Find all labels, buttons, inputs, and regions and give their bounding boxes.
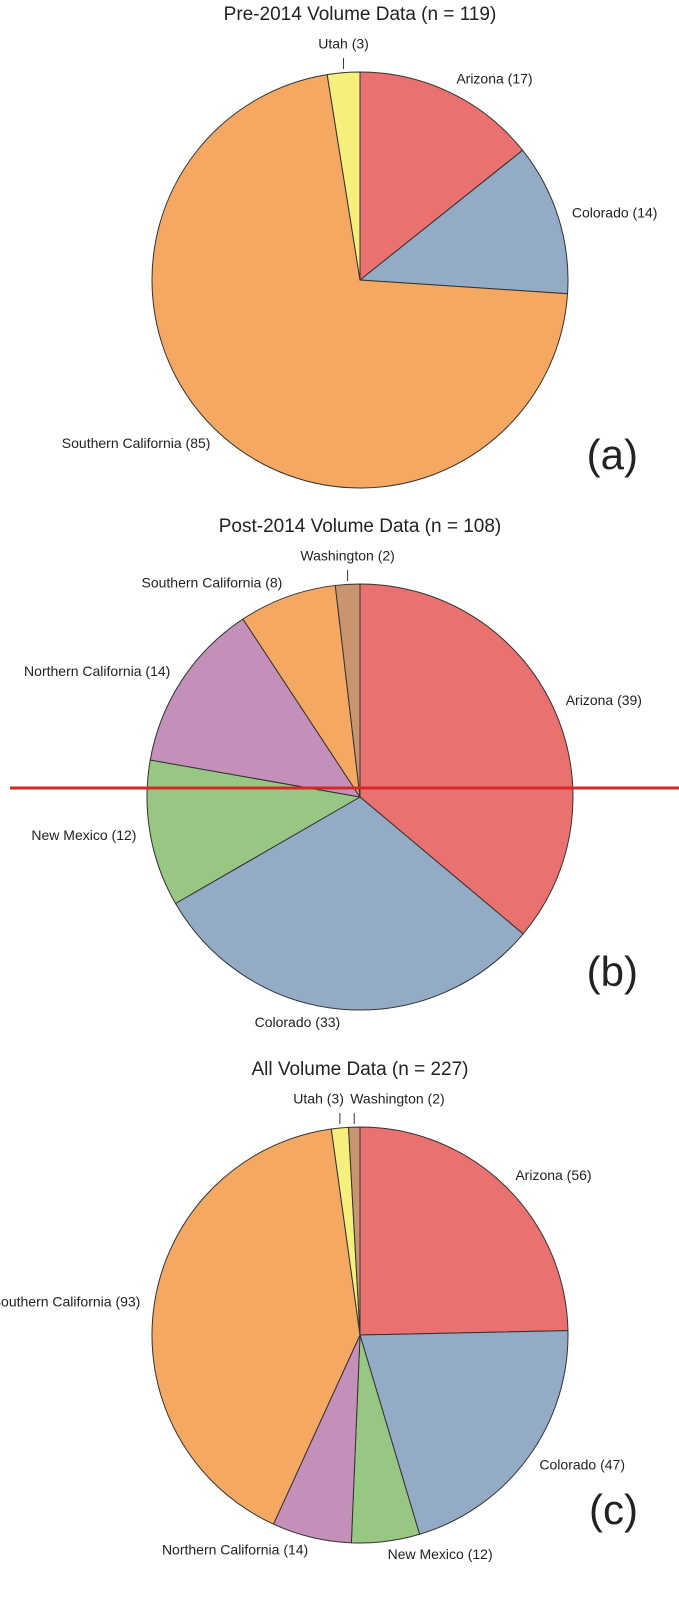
slice-label: New Mexico (12)	[31, 827, 136, 843]
panel-label: (a)	[587, 431, 638, 478]
slice-label: Southern California (85)	[62, 435, 211, 451]
pie-slice	[149, 618, 362, 798]
pie-slice	[358, 149, 569, 295]
slice-label: Southern California (93)	[0, 1294, 140, 1310]
pie-slice	[146, 759, 362, 905]
slice-label: Colorado (33)	[255, 1014, 341, 1030]
slice-label: Southern California (8)	[142, 574, 283, 590]
pie-slice	[326, 71, 361, 281]
slice-label: Utah (3)	[318, 36, 369, 52]
slice-label: Arizona (17)	[456, 71, 532, 87]
panel-label: (b)	[587, 948, 638, 995]
slice-label: Washington (2)	[350, 1091, 444, 1107]
chart-title: Post-2014 Volume Data (n = 108)	[219, 516, 502, 537]
slice-label: Washington (2)	[300, 548, 394, 564]
pie-slice	[359, 1330, 569, 1535]
panel-label: (c)	[589, 1486, 638, 1533]
slice-label: New Mexico (12)	[388, 1546, 493, 1562]
pie-slice	[359, 1126, 569, 1336]
pie-slice	[359, 71, 524, 282]
pie-slice	[359, 583, 574, 935]
pie-slice	[242, 584, 361, 798]
slice-label: Utah (3)	[293, 1091, 344, 1107]
chart-title: Pre-2014 Volume Data (n = 119)	[224, 4, 497, 25]
pie-slice	[174, 796, 524, 1011]
slice-label: Arizona (39)	[566, 692, 642, 708]
slice-label: Northern California (14)	[162, 1542, 308, 1558]
pie-slice	[151, 74, 569, 489]
slice-label: Arizona (56)	[515, 1167, 591, 1183]
chart-title: All Volume Data (n = 227)	[251, 1059, 468, 1080]
slice-label: Colorado (14)	[572, 204, 658, 220]
pie-slice	[151, 1128, 361, 1525]
slice-label: Colorado (47)	[539, 1456, 625, 1472]
pie-slice	[334, 583, 361, 798]
slice-label: Northern California (14)	[24, 663, 170, 679]
pie-slice	[347, 1126, 361, 1336]
